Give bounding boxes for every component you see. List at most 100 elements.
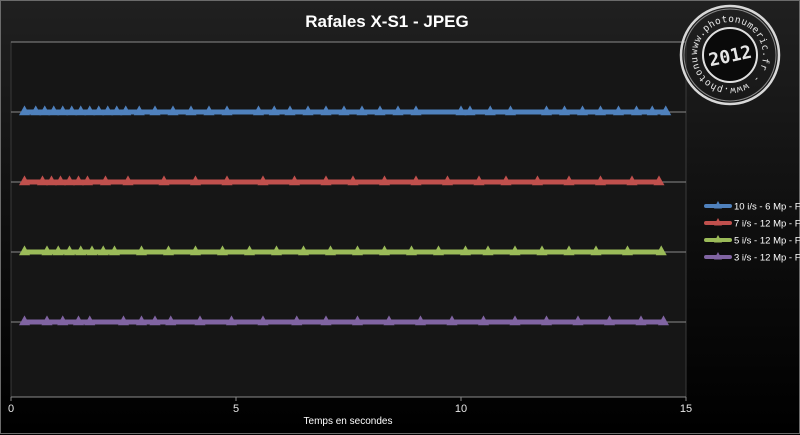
data-point [509, 315, 521, 326]
data-point [324, 245, 337, 256]
legend-entry: 10 i/s - 6 Mp - F [704, 201, 800, 213]
data-point [158, 175, 170, 186]
data-point [540, 105, 553, 116]
x-tick-label: 0 [8, 403, 14, 415]
data-point [626, 175, 638, 186]
data-point [594, 175, 607, 186]
data-point [459, 245, 472, 256]
data-point [302, 105, 314, 116]
data-point [39, 105, 51, 116]
data-point [646, 105, 658, 116]
data-point [504, 105, 517, 116]
data-point [477, 315, 490, 326]
data-point [347, 175, 359, 186]
legend-swatch-marker [714, 252, 722, 260]
series-2 [18, 175, 665, 186]
data-point [432, 245, 445, 256]
data-point [194, 315, 206, 326]
data-point [288, 175, 301, 186]
data-point [320, 315, 332, 326]
stamp-outer-ring-inner [683, 8, 777, 102]
stamp-outer-ring [679, 4, 781, 106]
data-point [572, 315, 584, 326]
data-point [66, 105, 78, 116]
data-point [93, 105, 105, 116]
data-point [594, 105, 607, 116]
data-point [653, 175, 665, 186]
data-point [135, 245, 148, 256]
data-point [167, 105, 179, 116]
legend-label: 7 i/s - 12 Mp - F [734, 219, 800, 230]
data-point [621, 245, 634, 256]
series-layer [18, 105, 672, 326]
data-point [111, 105, 123, 116]
data-point [48, 105, 60, 116]
data-point [133, 105, 145, 116]
data-point [484, 105, 496, 116]
data-point [338, 105, 350, 116]
data-point [500, 175, 512, 186]
data-point [655, 245, 667, 256]
data-point [75, 105, 87, 116]
legend-entry: 3 i/s - 12 Mp - F [704, 252, 800, 264]
data-point [257, 175, 269, 186]
data-point [630, 105, 643, 116]
data-point [18, 105, 31, 116]
data-point [590, 245, 602, 256]
legend-label: 5 i/s - 12 Mp - F [734, 236, 800, 247]
data-point [392, 105, 404, 116]
data-point [162, 245, 175, 256]
data-point [284, 105, 296, 116]
legend-swatch-marker [714, 218, 722, 226]
data-point [270, 245, 283, 256]
data-point [149, 315, 161, 326]
legend-swatch-marker [714, 201, 722, 209]
data-point [189, 245, 202, 256]
data-point [405, 245, 418, 256]
data-point [612, 105, 625, 116]
data-point [18, 315, 31, 326]
series-1 [18, 105, 672, 116]
legend-label: 10 i/s - 6 Mp - F [734, 202, 800, 213]
data-point [57, 105, 69, 116]
data-point [97, 245, 109, 256]
data-point [99, 175, 112, 186]
x-tick-label: 15 [680, 403, 692, 415]
legend-swatch-marker [714, 235, 722, 243]
chart-title: Rafales X-S1 - JPEG [305, 12, 468, 31]
data-point [63, 175, 76, 186]
data-point [351, 245, 364, 256]
data-point [257, 315, 269, 326]
data-point [54, 175, 67, 186]
data-point [41, 315, 53, 326]
data-point [225, 315, 238, 326]
data-point [18, 175, 31, 186]
data-point [563, 175, 575, 186]
data-point [108, 245, 121, 256]
data-point [75, 245, 87, 256]
data-point [185, 105, 197, 116]
legend-label: 3 i/s - 12 Mp - F [734, 253, 800, 264]
data-point [81, 175, 94, 186]
data-point [378, 245, 391, 256]
data-point [410, 175, 422, 186]
data-point [268, 105, 280, 116]
data-point [410, 105, 422, 116]
data-point [189, 175, 202, 186]
data-point [203, 105, 215, 116]
data-point [120, 105, 132, 116]
data-point [117, 315, 130, 326]
x-tick-label: 5 [233, 403, 239, 415]
data-point [252, 105, 265, 116]
series-3 [18, 245, 667, 256]
data-point [482, 245, 494, 256]
data-point [635, 315, 647, 326]
data-point [41, 245, 53, 256]
data-point [52, 245, 64, 256]
data-point [540, 315, 553, 326]
data-point [473, 175, 485, 186]
stamp-inner-disc [702, 27, 758, 83]
data-point [378, 175, 391, 186]
data-point [291, 315, 303, 326]
